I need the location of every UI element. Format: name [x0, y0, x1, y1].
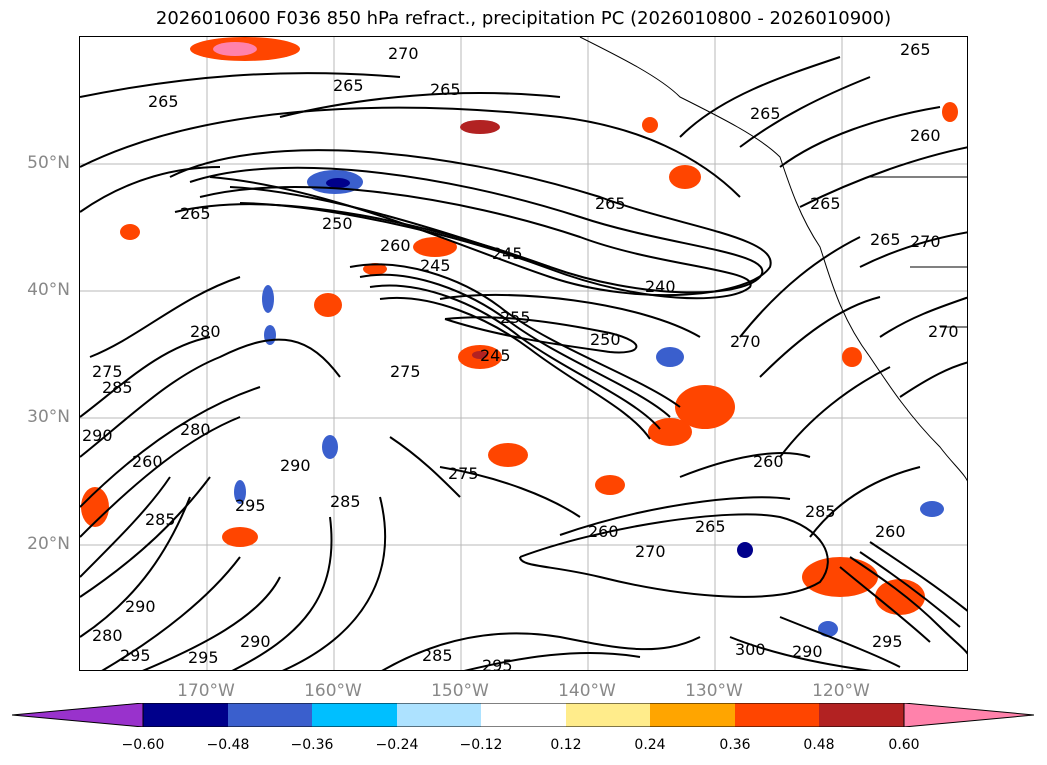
lon-label-150w: 150°W [431, 681, 489, 701]
contour-label: 295 [188, 648, 219, 667]
contour-label: 285 [145, 510, 176, 529]
contour-label: 265 [750, 104, 781, 123]
contour-label: 290 [280, 456, 311, 475]
map-svg: 270 265 265 265 265 260 265 265 265 250 … [80, 37, 967, 671]
contour-label: 265 [148, 92, 179, 111]
lat-label-50n: 50°N [27, 153, 70, 173]
lon-label-120w: 120°W [812, 681, 870, 701]
contour-label: 280 [180, 420, 211, 439]
lon-label-160w: 160°W [304, 681, 362, 701]
contour-label: 245 [480, 346, 511, 365]
contour-label: 295 [235, 496, 266, 515]
contour-label: 295 [872, 632, 903, 651]
colorbar-tick: −0.60 [121, 737, 165, 753]
contour-label: 250 [322, 214, 353, 233]
colorbar-bin [397, 703, 481, 727]
contour-label: 290 [240, 632, 271, 651]
contour-label: 280 [92, 626, 123, 645]
contour-label: 275 [390, 362, 421, 381]
contour-label: 300 [735, 640, 766, 659]
contour-label: 285 [805, 502, 836, 521]
contour-label: 260 [875, 522, 906, 541]
contour-label: 260 [910, 126, 941, 145]
contour-label: 260 [588, 522, 619, 541]
contour-label: 295 [482, 656, 513, 671]
contour-label: 260 [753, 452, 784, 471]
contour-label: 285 [102, 378, 133, 397]
precipitation-fill [81, 37, 958, 637]
colorbar-tick: 0.36 [719, 737, 751, 753]
colorbar-tick: −0.12 [459, 737, 503, 753]
lon-label-130w: 130°W [685, 681, 743, 701]
lat-label-40n: 40°N [27, 280, 70, 300]
colorbar-tick: 0.48 [803, 737, 835, 753]
map-panel: 270 265 265 265 265 260 265 265 265 250 … [79, 36, 968, 671]
colorbar-bin [481, 703, 566, 727]
contour-labels: 270 265 265 265 265 260 265 265 265 250 … [82, 40, 959, 671]
contour-label: 270 [910, 232, 941, 251]
colorbar-extend-low [12, 703, 144, 727]
colorbar [12, 703, 1034, 727]
map-title: 2026010600 F036 850 hPa refract., precip… [155, 8, 892, 29]
colorbar-extend-high [903, 703, 1034, 727]
contour-label: 265 [900, 40, 931, 59]
contour-label: 275 [92, 362, 123, 381]
contour-label: 270 [730, 332, 761, 351]
colorbar-tick: 0.24 [634, 737, 666, 753]
lon-label-170w: 170°W [177, 681, 235, 701]
colorbar-tick: −0.24 [375, 737, 419, 753]
coastline [579, 37, 967, 482]
colorbar-tick: −0.48 [206, 737, 250, 753]
contour-label: 275 [448, 464, 479, 483]
contour-label: 285 [330, 492, 361, 511]
contour-label: 295 [120, 646, 151, 665]
contour-label: 290 [125, 597, 156, 616]
contour-label: 265 [695, 517, 726, 536]
lon-label-140w: 140°W [558, 681, 616, 701]
lat-label-20n: 20°N [27, 534, 70, 554]
contour-label: 265 [870, 230, 901, 249]
lat-label-30n: 30°N [27, 407, 70, 427]
contour-label: 255 [500, 308, 531, 327]
contour-label: 265 [333, 76, 364, 95]
contour-label: 240 [645, 277, 676, 296]
contour-label: 265 [180, 204, 211, 223]
colorbar-bin [650, 703, 735, 727]
contour-label: 270 [928, 322, 959, 341]
contour-label: 270 [635, 542, 666, 561]
contour-label: 245 [420, 256, 451, 275]
contour-label: 260 [132, 452, 163, 471]
contour-label: 265 [810, 194, 841, 213]
contour-label: 280 [190, 322, 221, 341]
colorbar-bin [312, 703, 397, 727]
colorbar-bin [228, 703, 312, 727]
contour-label: 290 [792, 642, 823, 661]
contour-label: 270 [388, 44, 419, 63]
contour-label: 285 [422, 646, 453, 665]
colorbar-bin [566, 703, 650, 727]
colorbar-tick: 0.60 [888, 737, 920, 753]
contour-label: 260 [380, 236, 411, 255]
colorbar-bin [819, 703, 904, 727]
contour-label: 245 [492, 244, 523, 263]
contour-label: 265 [595, 194, 626, 213]
contour-label: 265 [430, 80, 461, 99]
colorbar-tick: 0.12 [550, 737, 582, 753]
colorbar-bin [735, 703, 819, 727]
refractivity-contours [80, 56, 967, 670]
colorbar-tick: −0.36 [290, 737, 334, 753]
colorbar-bin [143, 703, 228, 727]
contour-label: 290 [82, 426, 113, 445]
contour-label: 250 [590, 330, 621, 349]
